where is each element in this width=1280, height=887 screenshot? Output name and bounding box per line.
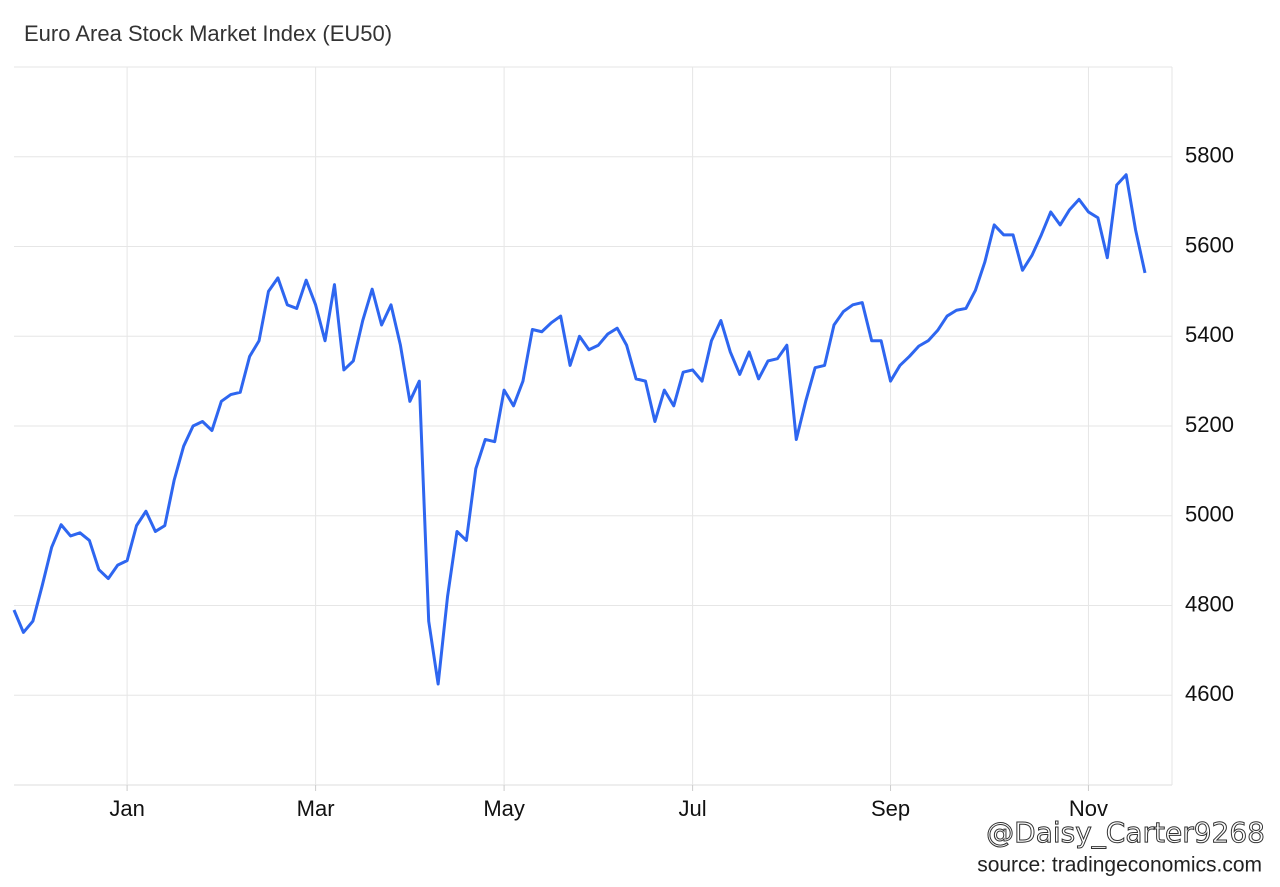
y-tick-label: 4800: [1185, 591, 1234, 616]
x-tick-label: Jul: [679, 796, 707, 821]
x-tick-label: Jan: [109, 796, 144, 821]
data-line: [12, 173, 1147, 686]
x-tick-label: Nov: [1069, 796, 1108, 821]
y-tick-label: 5200: [1185, 412, 1234, 437]
x-tick-label: Sep: [871, 796, 910, 821]
source-note: source: tradingeconomics.com: [977, 854, 1262, 877]
y-tick-label: 5400: [1185, 322, 1234, 347]
watermark: @Daisy_Carter9268: [986, 816, 1265, 849]
y-tick-label: 5000: [1185, 502, 1234, 527]
x-tick-label: May: [483, 796, 525, 821]
y-tick-label: 4600: [1185, 681, 1234, 706]
x-tick-label: Mar: [297, 796, 335, 821]
y-tick-label: 5800: [1185, 143, 1234, 168]
chart-title: Euro Area Stock Market Index (EU50): [24, 21, 392, 46]
y-tick-label: 5600: [1185, 232, 1234, 257]
